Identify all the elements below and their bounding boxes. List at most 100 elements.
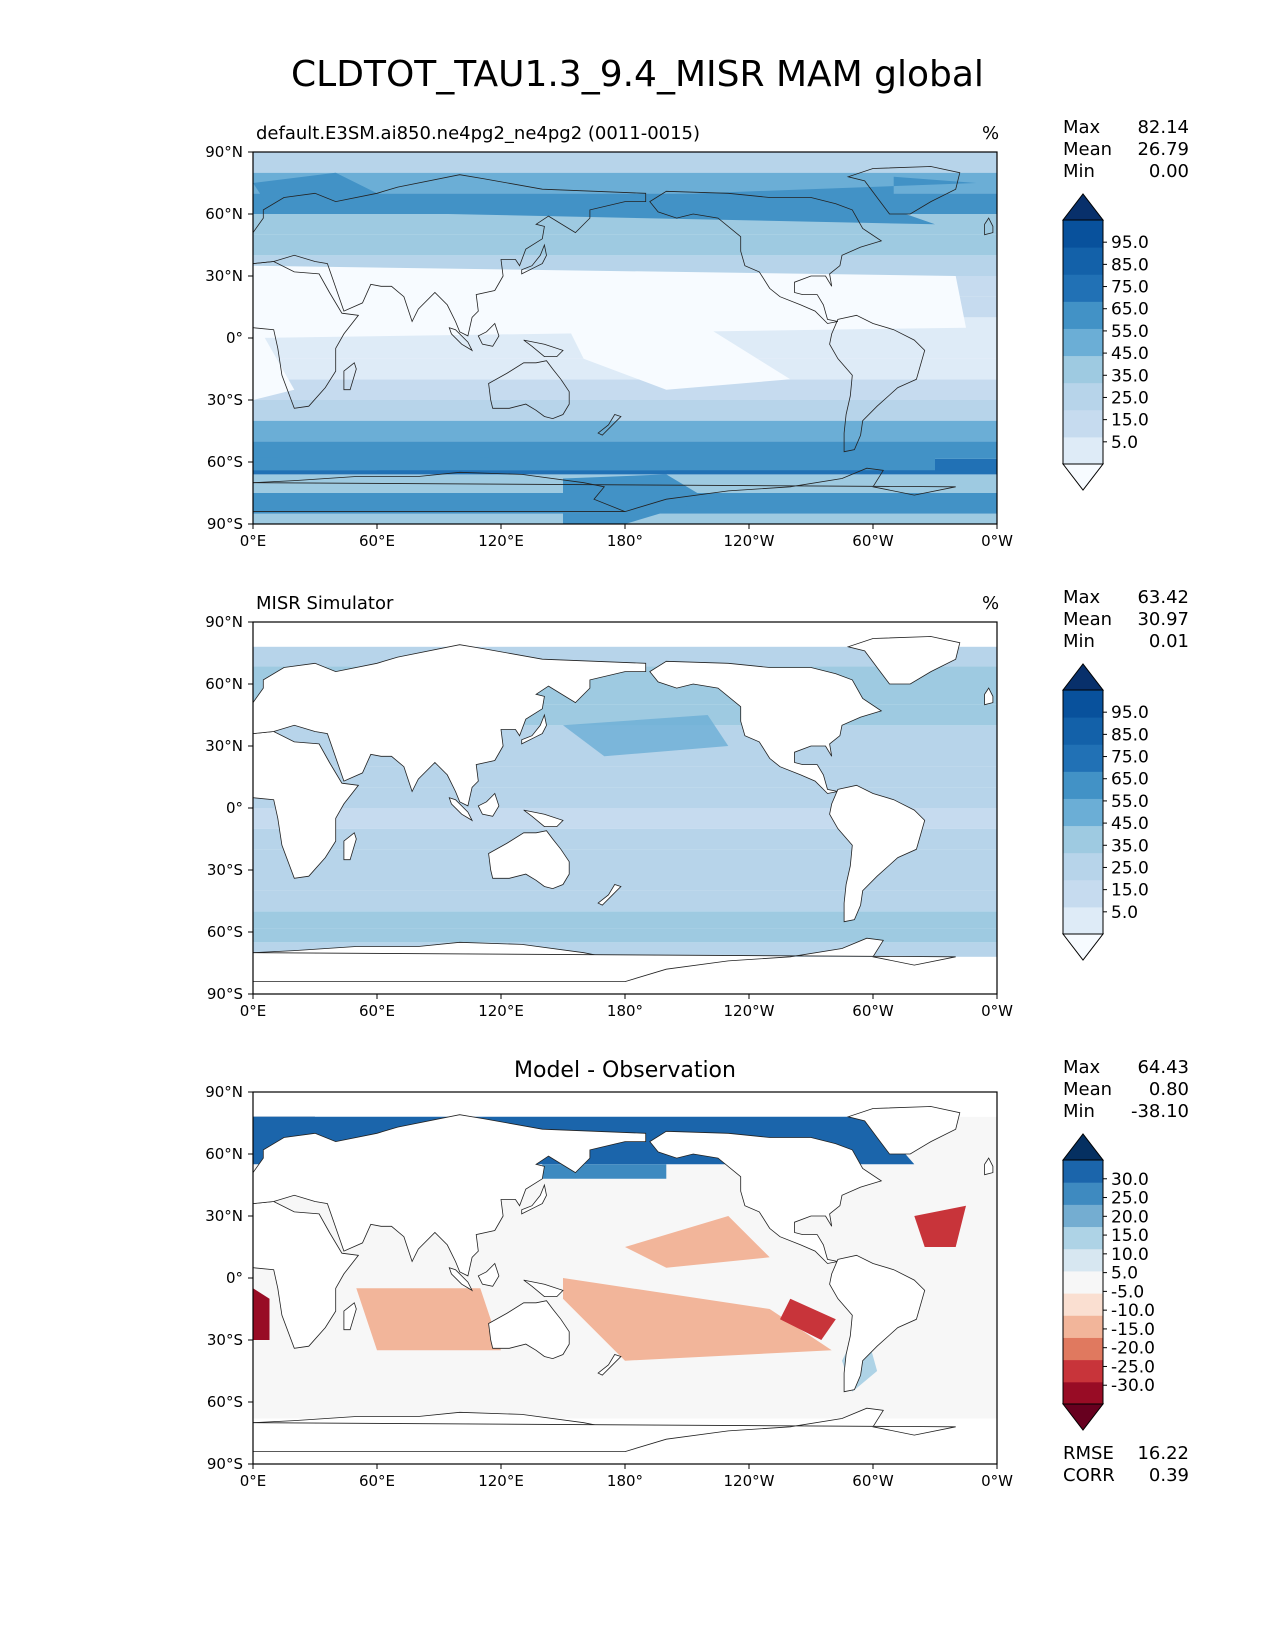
y-tick-label: 90°N (205, 613, 243, 631)
panel2-colorbar-frame (1062, 689, 1104, 935)
panel3-colorbar-segment (1063, 1160, 1103, 1183)
panel3-colorbar-label: 30.0 (1111, 1170, 1149, 1190)
panel2-coastline-japan (521, 713, 547, 745)
y-tick-label: 90°S (207, 985, 243, 1003)
panel3-colorbar-segment (1063, 1337, 1103, 1361)
panel3-coastline-africa (253, 1201, 360, 1349)
panel2-coastline-africa (253, 731, 360, 879)
panel1-coastline-new-zealand (597, 414, 622, 436)
panel2-coastline-north-america (649, 660, 883, 794)
panel2-coastline-antarctica-east (253, 937, 956, 982)
panel3-coastline-britain (984, 1157, 994, 1176)
panel3-diff-region (542, 1164, 667, 1179)
panel2-colorbar-label: 25.0 (1111, 858, 1149, 878)
y-tick-label: 30°N (205, 267, 243, 285)
panel1-colorbar-label: 45.0 (1111, 344, 1149, 364)
panel3-colorbar-label: 10.0 (1111, 1245, 1149, 1265)
panel1-coastline-borneo (477, 322, 500, 347)
panel1-colorbar-label: 95.0 (1111, 233, 1149, 253)
panel3-colorbar-segment (1063, 1293, 1103, 1316)
panel1-field (253, 152, 997, 524)
panel3-diff-region (780, 1298, 836, 1340)
panel1-colorbar-segment (1063, 274, 1103, 302)
x-tick-label: 0°W (981, 1002, 1013, 1020)
y-tick-label: 30°N (205, 1207, 243, 1225)
panel2-title: MISR Simulator (256, 593, 394, 614)
panel2-band (253, 890, 997, 912)
y-tick-label: 90°N (205, 143, 243, 161)
panel1-colorbar-bottom-arrow (1061, 463, 1105, 491)
panel2-band (253, 911, 997, 929)
x-tick-label: 60°W (852, 1002, 894, 1020)
panel1-colorbar-top-arrow (1061, 193, 1105, 221)
panel3-coastline-new-zealand (597, 1354, 622, 1376)
panel3-colorbar-label: -30.0 (1111, 1376, 1155, 1396)
panel1-colorbar-segment (1063, 436, 1103, 465)
y-tick-label: 60°N (205, 675, 243, 693)
x-tick-label: 120°W (724, 1472, 775, 1490)
axes-layer: 0°E 60°E 120°E 180° 120°W 60°W 0°W 90°N 60°N 30°N… (205, 143, 1013, 1490)
x-tick-label: 120°E (478, 1472, 524, 1490)
panel3-coastline-north-america (649, 1130, 883, 1264)
panel1-coastline-antarctica-east (253, 467, 956, 513)
panel2-colorbar-label: 35.0 (1111, 836, 1149, 856)
panel1-clear-region (563, 317, 791, 390)
panel1-cloud-region (480, 453, 667, 471)
panel2-band (253, 849, 997, 870)
x-tick-label: 60°E (359, 1472, 395, 1490)
panel2-colorbar-label: 55.0 (1111, 792, 1149, 812)
y-tick-label: 0° (226, 799, 243, 817)
x-tick-label: 120°E (478, 532, 524, 550)
panel2-band (253, 828, 997, 850)
panel3-colorbar-bottom-arrow (1061, 1403, 1105, 1431)
panel3-diff-region (625, 1216, 770, 1268)
panel3-coastline-sumatra (448, 1267, 474, 1292)
panel2-coastline-britain (984, 687, 994, 706)
y-tick-label: 0° (226, 1269, 243, 1287)
x-tick-label: 0°E (240, 532, 267, 550)
panel2-band (253, 870, 997, 891)
x-tick-label: 180° (607, 1002, 643, 1020)
y-tick-label: 60°S (207, 923, 243, 941)
y-tick-label: 60°S (207, 453, 243, 471)
panel2-band (253, 928, 997, 943)
y-tick-label: 30°S (207, 391, 243, 409)
panel2-colorbar-segment (1063, 852, 1103, 881)
panel1-clear-region (253, 265, 966, 338)
panel1-band (253, 234, 997, 256)
panel3-diff-region (914, 1205, 966, 1247)
y-tick-label: 30°S (207, 1331, 243, 1349)
panel2-colorbar-top-arrow (1061, 663, 1105, 691)
panel3-coastline-borneo (477, 1262, 500, 1287)
panel3-colorbar-segment (1063, 1182, 1103, 1205)
panel2-colorbar-segment (1063, 771, 1103, 799)
y-tick-label: 30°N (205, 737, 243, 755)
panel1-band (253, 420, 997, 442)
panel2-colorbar-segment (1063, 717, 1103, 745)
panel1-colorbar-segment (1063, 328, 1103, 357)
panel3-colorbar-label: -5.0 (1111, 1282, 1144, 1302)
panel1-band (253, 400, 997, 421)
panel2-cloud-region (563, 715, 729, 757)
panel1-coastline-sumatra (448, 327, 474, 352)
panel3-coastline-madagascar (343, 1302, 357, 1331)
figure-title: CLDTOT_TAU1.3_9.4_MISR MAM global (291, 54, 984, 95)
panel2-colorbar-segment (1063, 798, 1103, 827)
panel1-colorbar-label: 25.0 (1111, 388, 1149, 408)
panel3-colorbar-top-arrow (1061, 1133, 1105, 1161)
panel1-cloud-region (253, 176, 977, 225)
x-tick-label: 0°E (240, 1002, 267, 1020)
panel3-coastline-greenland (846, 1106, 961, 1155)
panel3-colorbar-segment (1063, 1359, 1103, 1383)
x-tick-label: 60°E (359, 532, 395, 550)
panel2-band (253, 787, 997, 808)
panel3-diff-region (253, 1288, 270, 1340)
panel3-coastline-south-america (829, 1254, 926, 1393)
panel3-title: Model - Observation (514, 1058, 736, 1083)
panel1-coastline-madagascar (343, 362, 357, 391)
panel1-colorbar-label: 65.0 (1111, 300, 1149, 320)
panel2-coastline-sumatra (448, 797, 474, 822)
panel3-colorbar-segment (1063, 1381, 1103, 1405)
panel3-colorbar-segment (1063, 1226, 1103, 1250)
panel2-coastline-new-guinea (523, 809, 564, 827)
